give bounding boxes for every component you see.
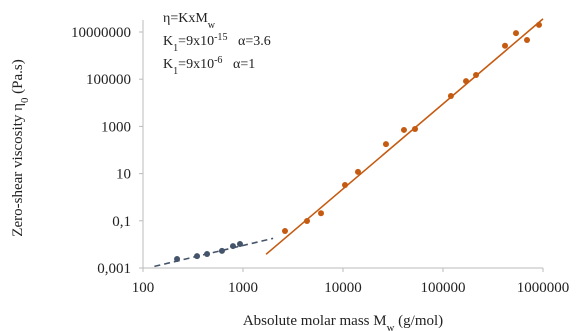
point xyxy=(229,243,236,250)
annotation: K1=9x10-15 α=3.6 xyxy=(163,32,271,54)
point xyxy=(400,126,407,133)
y-tick-label: 10 xyxy=(116,167,131,183)
x-tick-label: 1000000 xyxy=(517,280,570,296)
text-part: w xyxy=(208,20,216,31)
text-part: α=1 xyxy=(222,57,255,72)
point xyxy=(218,247,225,254)
point xyxy=(473,72,480,79)
point xyxy=(524,36,531,43)
annotation: η=KxMw xyxy=(163,11,216,31)
text-part: -15 xyxy=(214,32,227,43)
point xyxy=(204,251,211,258)
text-part: Absolute molar mass M xyxy=(243,313,387,329)
text-part: -6 xyxy=(214,55,222,66)
point xyxy=(318,210,325,217)
point xyxy=(447,92,454,99)
text-part: =9x10 xyxy=(178,34,214,49)
point xyxy=(354,168,361,175)
text-part: K xyxy=(163,34,173,49)
text-part: 1 xyxy=(173,66,178,77)
x-tick-label: 100 xyxy=(132,280,155,296)
text-part: w xyxy=(387,322,395,331)
y-axis-label: Zero-shear viscosity η0 (Pa.s) xyxy=(10,59,31,236)
text-part: =9x10 xyxy=(178,57,214,72)
text-part: η=KxM xyxy=(163,11,208,26)
y-tick-label: 1000 xyxy=(101,119,131,135)
y-tick-label: 0,1 xyxy=(112,214,131,230)
text-part: α=3.6 xyxy=(228,34,271,49)
text-part: (g/mol) xyxy=(394,313,443,329)
point xyxy=(412,125,419,132)
x-tick-label: 1000 xyxy=(228,280,258,296)
x-tick-label: 10000 xyxy=(324,280,362,296)
point xyxy=(281,227,288,234)
fit-line xyxy=(154,237,274,268)
text-part: 0 xyxy=(19,98,31,103)
text-part: 1 xyxy=(173,43,178,54)
x-tick-label: 100000 xyxy=(421,280,466,296)
text-part: K xyxy=(163,57,173,72)
point xyxy=(463,78,470,85)
y-tick-label: 100000 xyxy=(86,72,131,88)
point xyxy=(382,141,389,148)
point xyxy=(236,240,243,247)
point xyxy=(512,30,519,37)
point xyxy=(535,21,542,28)
point xyxy=(303,218,310,225)
text-part: (Pa.s) xyxy=(10,59,26,97)
fit-line xyxy=(265,18,544,255)
point xyxy=(502,42,509,49)
point xyxy=(341,181,348,188)
point xyxy=(194,253,201,260)
y-tick-label: 0,001 xyxy=(97,261,131,277)
point xyxy=(174,256,181,263)
text-part: Zero-shear viscosity η xyxy=(10,103,26,237)
y-tick-label: 10000000 xyxy=(71,25,131,41)
x-axis-label: Absolute molar mass Mw (g/mol) xyxy=(243,313,443,331)
annotation: K1=9x10-6 α=1 xyxy=(163,55,255,77)
